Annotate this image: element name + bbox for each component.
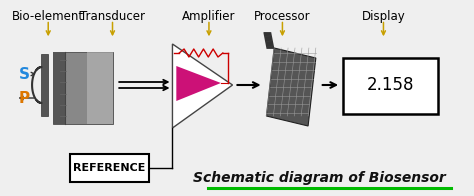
Bar xyxy=(53,52,113,124)
Text: P: P xyxy=(18,91,30,105)
Bar xyxy=(87,52,113,124)
Bar xyxy=(53,52,65,124)
Text: Schematic diagram of Biosensor: Schematic diagram of Biosensor xyxy=(193,171,446,185)
Bar xyxy=(70,154,149,182)
Text: Transducer: Transducer xyxy=(80,10,145,23)
Text: REFERENCE: REFERENCE xyxy=(73,163,146,173)
Polygon shape xyxy=(266,48,316,126)
Text: 2.158: 2.158 xyxy=(367,76,414,94)
Text: Display: Display xyxy=(362,10,405,23)
Text: S: S xyxy=(18,66,30,82)
Bar xyxy=(343,58,438,114)
Bar xyxy=(41,54,48,116)
Text: Processor: Processor xyxy=(254,10,311,23)
Text: Bio-element: Bio-element xyxy=(12,10,84,23)
Text: Amplifier: Amplifier xyxy=(182,10,236,23)
Polygon shape xyxy=(176,66,221,101)
Polygon shape xyxy=(173,44,233,128)
